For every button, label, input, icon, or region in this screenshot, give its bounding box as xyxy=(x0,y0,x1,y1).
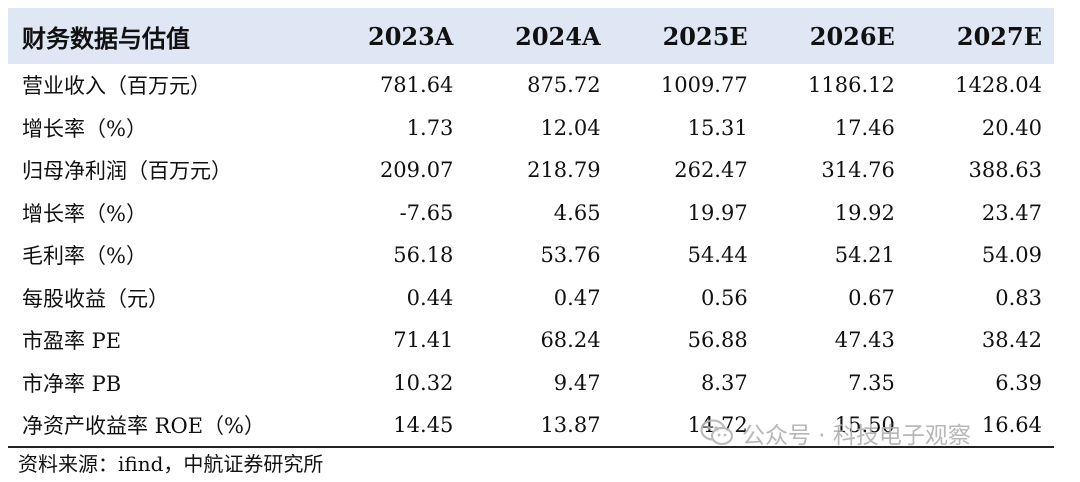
table-cell: 15.50 xyxy=(759,404,907,448)
table-cell: 56.18 xyxy=(393,243,454,268)
table-cell: 0.83 xyxy=(995,285,1042,310)
table-cell: 1186.12 xyxy=(808,73,895,98)
table-cell: 20.40 xyxy=(981,115,1042,140)
header-cell-2025e: 2025E xyxy=(662,21,748,51)
table-cell: 19.92 xyxy=(834,200,895,225)
financial-table-container: 财务数据与估值 2023A 2024A 2025E 2026E 2027E 营业… xyxy=(8,8,1054,448)
table-cell: 314.76 xyxy=(821,158,895,183)
table-cell: 262.47 xyxy=(674,158,748,183)
table-cell: 7.35 xyxy=(848,370,895,395)
table-cell: 10.32 xyxy=(393,370,454,395)
row-label: 营业收入（百万元） xyxy=(22,74,211,99)
table-cell: 0.47 xyxy=(553,285,601,310)
row-label: 市净率 PB xyxy=(22,371,122,396)
header-cell-2027e: 2027E xyxy=(956,21,1042,51)
table-cell: 56.88 xyxy=(687,328,748,353)
table-body: 营业收入（百万元） 781.64 875.72 1009.77 1186.12 … xyxy=(8,64,1054,448)
table-cell: 54.44 xyxy=(687,243,748,268)
table-cell: 8.37 xyxy=(700,370,748,395)
table-cell: 1009.77 xyxy=(660,73,748,98)
row-label: 每股收益（元） xyxy=(22,286,169,311)
table-cell: -7.65 xyxy=(399,200,454,225)
watermark: 公众号 · 科技电子观察 xyxy=(700,416,971,450)
row-label: 归母净利润（百万元） xyxy=(22,159,232,184)
row-label: 市盈率 PE xyxy=(22,329,122,354)
table-cell: 14.72 xyxy=(612,404,760,448)
row-label: 增长率（%） xyxy=(22,201,147,226)
header-cell-2026e: 2026E xyxy=(809,21,895,51)
table-row: 营业收入（百万元） 781.64 875.72 1009.77 1186.12 … xyxy=(8,64,1054,107)
table-cell: 218.79 xyxy=(527,158,601,183)
table-cell: 6.39 xyxy=(995,370,1042,395)
table-cell: 13.87 xyxy=(465,404,613,448)
table-cell: 47.43 xyxy=(834,328,895,353)
table-cell: 9.47 xyxy=(553,370,601,395)
table-cell: 14.45 xyxy=(318,404,466,448)
table-row: 每股收益（元） 0.44 0.47 0.56 0.67 0.83 xyxy=(8,277,1054,320)
table-cell: 15.31 xyxy=(687,115,748,140)
header-cell-2024a: 2024A xyxy=(515,21,601,51)
table-row: 增长率（%） -7.65 4.65 19.97 19.92 23.47 xyxy=(8,192,1054,235)
table-row: 增长率（%） 1.73 12.04 15.31 17.46 20.40 xyxy=(8,107,1054,150)
table-cell: 71.41 xyxy=(393,328,454,353)
table-cell: 17.46 xyxy=(834,115,895,140)
table-cell: 209.07 xyxy=(379,158,454,183)
table-cell: 875.72 xyxy=(527,73,601,98)
table-row: 市净率 PB 10.32 9.47 8.37 7.35 6.39 xyxy=(8,362,1054,405)
table-cell: 0.67 xyxy=(848,285,895,310)
table-cell: 16.64 xyxy=(906,404,1054,448)
watermark-text: 公众号 · 科技电子观察 xyxy=(742,423,971,449)
financial-data-table: 财务数据与估值 2023A 2024A 2025E 2026E 2027E 营业… xyxy=(8,8,1054,448)
table-row: 净资产收益率 ROE（%） 14.45 13.87 14.72 15.50 16… xyxy=(8,404,1054,448)
table-row: 市盈率 PE 71.41 68.24 56.88 47.43 38.42 xyxy=(8,319,1054,362)
table-cell: 4.65 xyxy=(553,200,601,225)
table-header: 财务数据与估值 2023A 2024A 2025E 2026E 2027E xyxy=(8,8,1054,64)
table-cell: 53.76 xyxy=(540,243,601,268)
table-cell: 1.73 xyxy=(406,115,454,140)
table-cell: 12.04 xyxy=(540,115,601,140)
table-row: 归母净利润（百万元） 209.07 218.79 262.47 314.76 3… xyxy=(8,149,1054,192)
table-cell: 781.64 xyxy=(379,73,454,98)
table-cell: 54.09 xyxy=(981,243,1042,268)
source-note: 资料来源：ifind，中航证券研究所 xyxy=(18,452,324,476)
header-cell-2023a: 2023A xyxy=(368,21,454,51)
table-cell: 1428.04 xyxy=(955,73,1042,98)
table-cell: 388.63 xyxy=(968,158,1042,183)
table-cell: 54.21 xyxy=(834,243,895,268)
row-label: 增长率（%） xyxy=(22,116,147,141)
header-row: 财务数据与估值 2023A 2024A 2025E 2026E 2027E xyxy=(8,8,1054,64)
table-cell: 0.56 xyxy=(700,285,748,310)
table-cell: 23.47 xyxy=(981,200,1042,225)
row-label: 净资产收益率 ROE（%） xyxy=(8,404,319,448)
table-row: 毛利率（%） 56.18 53.76 54.44 54.21 54.09 xyxy=(8,234,1054,277)
row-label: 毛利率（%） xyxy=(22,244,147,269)
header-cell-label: 财务数据与估值 xyxy=(22,23,190,53)
wechat-icon xyxy=(700,419,734,446)
table-cell: 38.42 xyxy=(981,328,1042,353)
table-cell: 68.24 xyxy=(540,328,601,353)
table-cell: 0.44 xyxy=(406,285,454,310)
table-cell: 19.97 xyxy=(687,200,748,225)
